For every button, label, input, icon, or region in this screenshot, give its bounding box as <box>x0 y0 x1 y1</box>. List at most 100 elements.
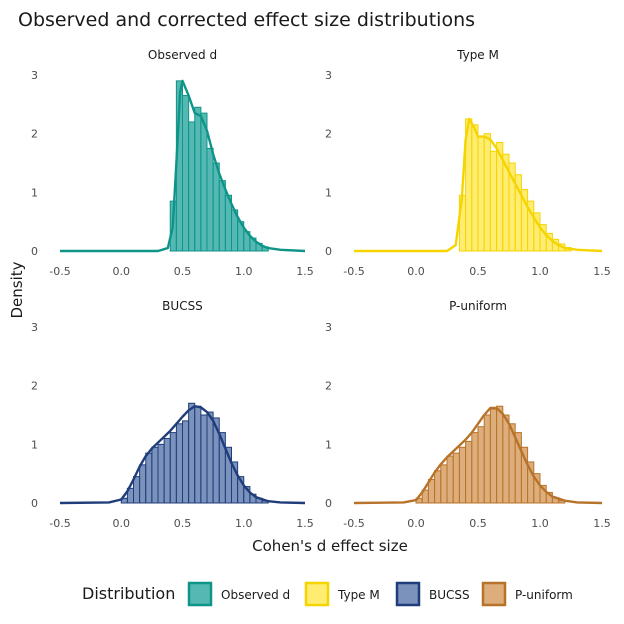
x-tick-label: 0.0 <box>407 517 425 530</box>
histogram-bar <box>502 414 510 504</box>
density-curve <box>354 117 603 253</box>
panel-strip-label: BUCSS <box>162 299 203 313</box>
panel-strip-label: Type M <box>456 48 499 62</box>
density-curve <box>60 79 306 253</box>
histogram-bar <box>483 133 491 252</box>
y-tick-label: 1 <box>31 186 38 199</box>
histogram-bar <box>477 136 485 252</box>
x-tick-label: 0.5 <box>174 265 192 278</box>
panel-strip-label: Observed d <box>148 48 217 62</box>
legend-label: P-uniform <box>515 588 573 602</box>
histogram-bar <box>212 162 220 252</box>
legend-key <box>395 581 421 607</box>
legend-title: Distribution <box>82 584 175 603</box>
y-axis-title: Density <box>8 261 26 318</box>
histogram-bar <box>169 432 177 504</box>
histogram-bar <box>163 437 171 504</box>
histogram-bar <box>471 124 479 252</box>
histogram-bar <box>182 420 190 504</box>
histogram-bar <box>452 452 460 504</box>
x-tick-label: 1.5 <box>593 517 611 530</box>
legend-item: P-uniform <box>481 581 573 607</box>
y-tick-label: 1 <box>325 186 332 199</box>
x-tick-label: 0.0 <box>113 517 131 530</box>
legend: Distribution Observed d Type M BUCSS P-unif… <box>82 581 573 607</box>
chart-title: Observed and corrected effect size distr… <box>18 9 475 31</box>
histogram-bar <box>496 405 504 504</box>
x-tick-label: 0.5 <box>174 517 192 530</box>
legend-key <box>187 581 213 607</box>
histogram-bar <box>489 150 498 252</box>
histogram-bar <box>434 470 442 504</box>
y-tick-label: 3 <box>31 69 38 82</box>
histogram-bar <box>218 180 226 252</box>
panel-strip-label: P-uniform <box>449 299 507 313</box>
x-tick-label: 1.5 <box>296 265 314 278</box>
histogram-bar <box>477 426 485 504</box>
x-tick-label: 1.0 <box>531 517 549 530</box>
histogram-bar <box>157 443 165 504</box>
facet-panels: Observed d 0 1 2 3 -0.5 0.0 0.5 1.0 1.5 Type M 0 1 2 3… <box>31 48 611 530</box>
legend-label: BUCSS <box>429 588 470 602</box>
legend-key <box>481 581 507 607</box>
x-tick-label: 1.0 <box>531 265 549 278</box>
y-tick-label: 2 <box>31 380 38 393</box>
histogram-bar <box>446 455 454 504</box>
density-curve <box>353 406 603 505</box>
legend-key <box>304 581 330 607</box>
y-tick-label: 0 <box>31 497 38 510</box>
histogram-bar <box>440 464 448 504</box>
x-tick-label: -0.5 <box>49 265 70 278</box>
x-tick-label: -0.5 <box>343 265 364 278</box>
legend-label: Type M <box>337 588 380 602</box>
y-tick-label: 2 <box>31 128 38 141</box>
y-tick-label: 1 <box>325 438 332 451</box>
histogram-bar <box>139 464 147 504</box>
x-tick-label: 0.0 <box>407 265 425 278</box>
legend-item: BUCSS <box>395 581 470 607</box>
histogram-bar <box>188 121 196 252</box>
y-tick-label: 2 <box>325 380 332 393</box>
histogram-bar <box>151 446 159 504</box>
x-tick-label: 0.5 <box>469 517 487 530</box>
y-tick-label: 3 <box>325 321 332 334</box>
histogram-bar <box>206 411 214 504</box>
density-curve <box>59 405 306 505</box>
legend-item: Type M <box>304 581 380 607</box>
histogram-bar <box>465 440 473 504</box>
histogram-bar <box>489 408 498 504</box>
panel-2: Type M 0 1 2 3 -0.5 0.0 0.5 1.0 1.5 <box>325 48 611 278</box>
histogram-bar <box>458 446 467 504</box>
histogram-bar <box>145 452 153 504</box>
histogram-bar <box>471 432 479 504</box>
panel-3: BUCSS 0 1 2 3 -0.5 0.0 0.5 1.0 1.5 <box>31 299 314 530</box>
y-tick-label: 0 <box>325 497 332 510</box>
y-tick-label: 3 <box>31 321 38 334</box>
x-tick-label: 0.0 <box>113 265 131 278</box>
histogram-bar <box>200 414 208 504</box>
y-tick-label: 0 <box>325 245 332 258</box>
x-tick-label: 1.0 <box>235 517 253 530</box>
x-tick-label: 1.0 <box>235 265 253 278</box>
histogram-bar <box>483 414 491 504</box>
y-tick-label: 3 <box>325 69 332 82</box>
x-tick-label: 1.5 <box>296 517 314 530</box>
panel-1: Observed d 0 1 2 3 -0.5 0.0 0.5 1.0 1.5 <box>31 48 314 278</box>
x-tick-label: -0.5 <box>343 517 364 530</box>
histogram-bar <box>206 147 214 252</box>
legend-item: Observed d <box>187 581 290 607</box>
x-tick-label: -0.5 <box>49 517 70 530</box>
x-tick-label: 1.5 <box>593 265 611 278</box>
histogram-bar <box>188 402 196 504</box>
panel-4: P-uniform 0 1 2 3 -0.5 0.0 0.5 1.0 1.5 <box>325 299 611 530</box>
legend-label: Observed d <box>221 588 290 602</box>
histogram-bar <box>200 112 208 252</box>
y-tick-label: 0 <box>31 245 38 258</box>
x-tick-label: 0.5 <box>469 265 487 278</box>
x-axis-title: Cohen's d effect size <box>252 537 408 555</box>
histogram-bar <box>133 476 141 504</box>
y-tick-label: 1 <box>31 438 38 451</box>
histogram-bar <box>194 405 202 504</box>
